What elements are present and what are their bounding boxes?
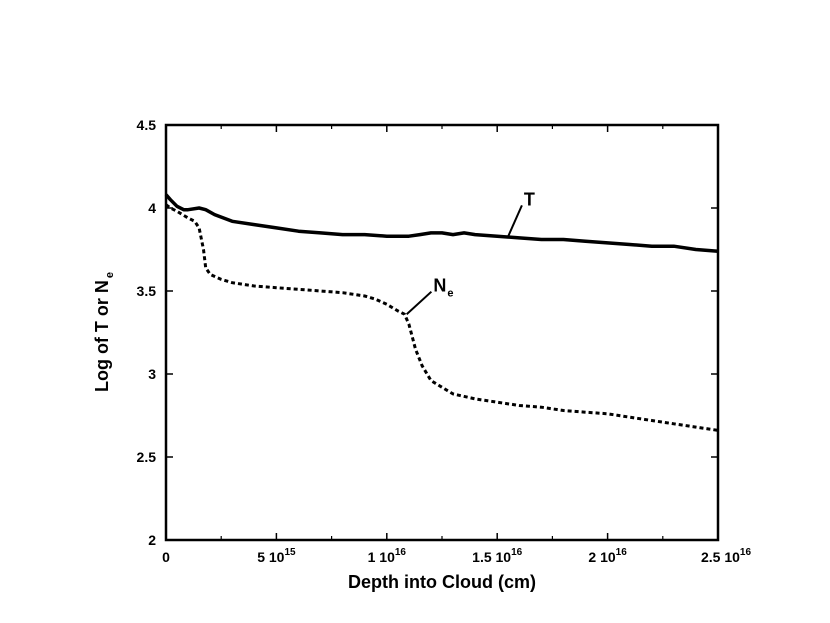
- x-tick-mantissa-3: 1.5 10: [472, 549, 511, 565]
- annotation-main-Ne: N: [433, 276, 446, 296]
- y-tick-label-1: 2.5: [137, 449, 157, 465]
- x-tick-label-3: 1.5 1016: [472, 547, 522, 565]
- x-tick-label-5: 2.5 1016: [701, 547, 751, 565]
- x-tick-exponent-1: 15: [284, 547, 296, 558]
- y-axis-title-sub: e: [104, 272, 116, 278]
- annotation-sub-Ne: e: [447, 288, 453, 300]
- x-tick-label-1: 5 1015: [257, 547, 296, 565]
- series-line-Ne: [165, 203, 719, 432]
- x-tick-mantissa-2: 1 10: [368, 549, 395, 565]
- x-tick-label-2: 1 1016: [368, 547, 407, 565]
- x-tick-exponent-5: 16: [740, 547, 752, 558]
- x-tick-mantissa-4: 2 10: [588, 549, 615, 565]
- x-tick-exponent-4: 16: [616, 547, 628, 558]
- y-tick-label-3: 3.5: [137, 283, 157, 299]
- x-tick-exponent-3: 16: [511, 547, 523, 558]
- series-layer: [164, 193, 719, 432]
- series-line-T: [164, 193, 719, 253]
- y-axis-title-main: Log of T or N: [92, 280, 112, 392]
- plot-frame: [164, 123, 720, 542]
- y-tick-label-5: 4.5: [137, 117, 157, 133]
- y-tick-label-2: 3: [148, 366, 156, 382]
- annotation-leader-Ne: [405, 290, 433, 315]
- x-tick-exponent-2: 16: [395, 547, 407, 558]
- annotation-layer: T Ne: [405, 189, 535, 315]
- annotation-main-T: T: [524, 189, 535, 209]
- annotation-label-T: T: [524, 189, 535, 209]
- annotation-label-Ne: Ne: [433, 276, 453, 300]
- y-axis-ticks: 2 2.5 3 3.5 4 4.5: [137, 117, 718, 548]
- x-tick-mantissa-1: 5 10: [257, 549, 284, 565]
- y-axis-title: Log of T or N e: [92, 272, 116, 392]
- x-tick-mantissa-5: 2.5 10: [701, 549, 740, 565]
- x-tick-mantissa-0: 0: [162, 549, 170, 565]
- x-axis-title: Depth into Cloud (cm): [348, 572, 536, 592]
- annotation-leader-T: [507, 204, 523, 237]
- x-tick-label-4: 2 1016: [588, 547, 627, 565]
- y-tick-label-4: 4: [148, 200, 156, 216]
- x-tick-label-0: 0: [162, 549, 170, 565]
- y-tick-label-0: 2: [148, 532, 156, 548]
